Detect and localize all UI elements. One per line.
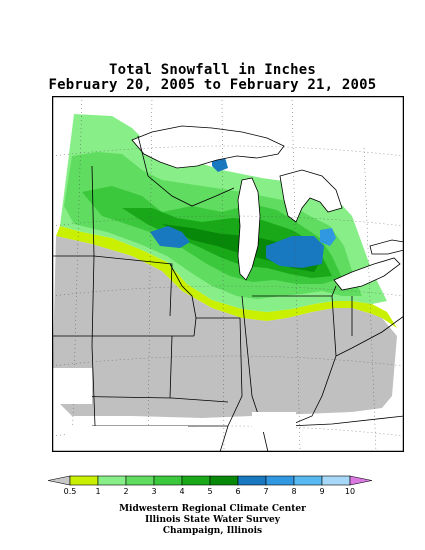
- legend-swatch: [181, 475, 211, 486]
- legend-swatch: [47, 475, 71, 486]
- color-legend: 0.5 1 2 3 4 5 6 7 8 9 10: [47, 475, 373, 496]
- snow-zone-6-7-michigan: [266, 236, 324, 268]
- legend-label: 0.5: [64, 487, 77, 496]
- credit-organization: Midwestern Regional Climate Center: [119, 504, 306, 514]
- legend-label: 1: [95, 487, 100, 496]
- legend-swatch: [293, 475, 323, 486]
- lake-michigan: [237, 177, 261, 281]
- legend-swatch: [153, 475, 183, 486]
- snowfall-map: [52, 96, 404, 452]
- legend-label: 4: [179, 487, 184, 496]
- legend-swatch: [321, 475, 351, 486]
- legend-swatch: [265, 475, 295, 486]
- legend-label: 6: [235, 487, 240, 496]
- legend-swatch: [209, 475, 239, 486]
- map-title: Total Snowfall in Inches: [108, 62, 317, 78]
- lake-ontario: [369, 239, 404, 255]
- legend-swatch: [125, 475, 155, 486]
- lake-erie: [333, 257, 401, 291]
- snow-zone-6-7-wisconsin: [150, 226, 190, 248]
- state-borders: [52, 135, 404, 452]
- snow-zone-under-0.5: [52, 236, 397, 418]
- credit-location: Champaign, Illinois: [162, 526, 263, 536]
- legend-label: 10: [345, 487, 355, 496]
- snow-zone-0.5-1: [56, 226, 397, 328]
- legend-swatch: [97, 475, 127, 486]
- legend-label: 7: [263, 487, 268, 496]
- snow-zone-7-8: [320, 228, 336, 246]
- legend-label: 3: [151, 487, 156, 496]
- lake-superior: [131, 125, 285, 169]
- legend-label: 2: [123, 487, 128, 496]
- map-frame: [52, 96, 404, 452]
- credit-survey: Illinois State Water Survey: [144, 515, 281, 525]
- no-data-patch: [52, 368, 92, 404]
- no-data-patch: [302, 96, 404, 146]
- legend-swatch: [349, 475, 373, 486]
- lake-huron: [279, 169, 343, 223]
- legend-swatch: [69, 475, 99, 486]
- no-data-patch: [252, 412, 296, 432]
- legend-swatch: [237, 475, 267, 486]
- legend-label: 5: [207, 487, 212, 496]
- no-data-patch: [68, 426, 188, 452]
- legend-label: 8: [291, 487, 296, 496]
- legend-label: 9: [319, 487, 324, 496]
- map-date-range: February 20, 2005 to February 21, 2005: [48, 77, 377, 93]
